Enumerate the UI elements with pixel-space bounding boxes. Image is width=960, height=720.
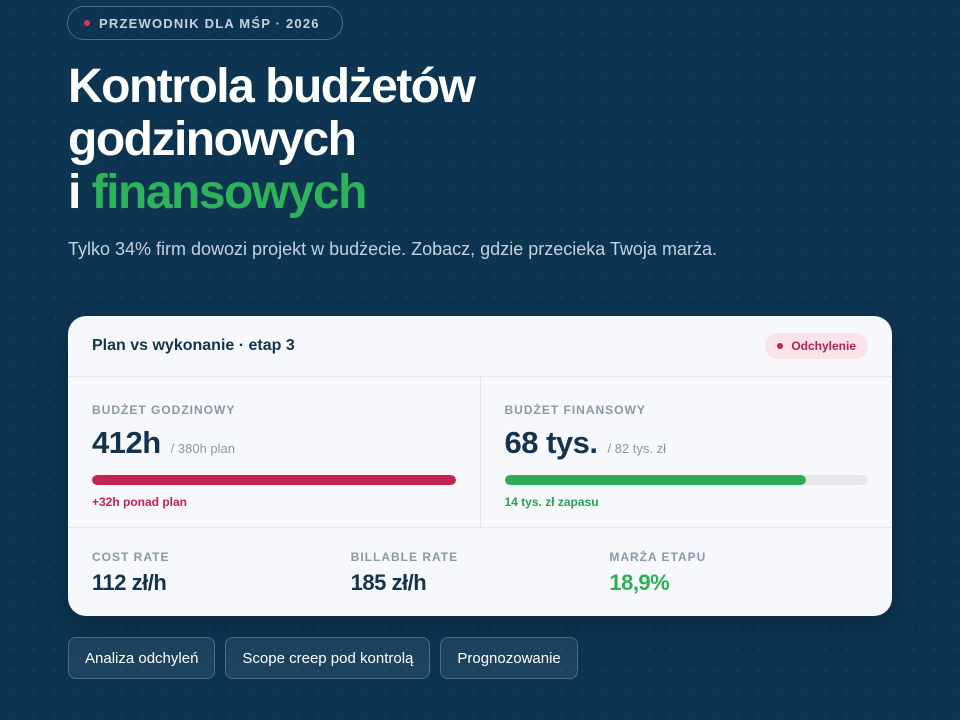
chip-scope-creep[interactable]: Scope creep pod kontrolą [225,637,431,679]
title-line-1: Kontrola budżetów [68,60,476,113]
hours-note: +32h ponad plan [92,495,188,509]
chip-variance-analysis[interactable]: Analiza odchyleń [68,637,216,679]
stage-margin: MARŻA ETAPU 18,9% [609,550,868,596]
finance-value: 68 tys. [504,425,599,460]
hours-progress-bar [92,475,456,485]
budget-card: Plan vs wykonanie · etap 3 Odchylenie BU… [68,316,892,616]
finance-budget-label: BUDŻET FINANSOWY [504,403,646,417]
hours-value-row: 412h / 380h plan [92,425,456,461]
billable-rate-label: BILLABLE RATE [350,550,459,564]
cost-rate: COST RATE 112 zł/h [92,550,351,596]
status-badge: Odchylenie [765,333,868,359]
hours-budget-label: BUDŻET GODZINOWY [92,403,236,417]
finance-progress-fill [504,475,807,485]
badge-dot-icon [84,20,90,26]
title-accent: finansowych [91,166,368,219]
billable-rate-value: 185 zł/h [350,570,427,595]
finance-plan: / 82 tys. zł [607,441,667,456]
title-line-2: godzinowych [68,113,357,166]
rates-row: COST RATE 112 zł/h BILLABLE RATE 185 zł/… [68,528,892,596]
card-title: Plan vs wykonanie · etap 3 [92,337,295,354]
guide-badge: PRZEWODNIK DLA MŚP · 2026 [67,6,343,40]
billable-rate: BILLABLE RATE 185 zł/h [351,550,610,596]
hours-budget: BUDŻET GODZINOWY 412h / 380h plan +32h p… [68,377,480,527]
hours-plan: / 380h plan [170,441,236,456]
hours-progress-fill [92,475,456,485]
chip-forecasting[interactable]: Prognozowanie [440,637,578,679]
budgets-row: BUDŻET GODZINOWY 412h / 380h plan +32h p… [68,377,892,528]
finance-note: 14 tys. zł zapasu [504,495,599,509]
page-subtitle: Tylko 34% firm dowozi projekt w budżecie… [68,239,717,259]
cost-rate-label: COST RATE [92,550,170,564]
status-dot-icon [777,343,784,349]
page-title: Kontrola budżetów godzinowych i finansow… [68,60,476,219]
guide-badge-label: PRZEWODNIK DLA MŚP · 2026 [99,15,320,31]
finance-value-row: 68 tys. / 82 tys. zł [505,425,869,461]
cost-rate-value: 112 zł/h [92,570,167,595]
hours-value: 412h [92,425,161,460]
finance-budget: BUDŻET FINANSOWY 68 tys. / 82 tys. zł 14… [479,377,893,527]
stage-margin-label: MARŻA ETAPU [609,550,707,564]
finance-progress-bar [504,475,868,485]
title-line-3-prefix: i [68,166,92,219]
topic-chips: Analiza odchyleń Scope creep pod kontrol… [68,637,578,679]
stage-margin-value: 18,9% [609,570,670,595]
card-header: Plan vs wykonanie · etap 3 Odchylenie [68,316,892,377]
status-badge-label: Odchylenie [791,339,856,353]
